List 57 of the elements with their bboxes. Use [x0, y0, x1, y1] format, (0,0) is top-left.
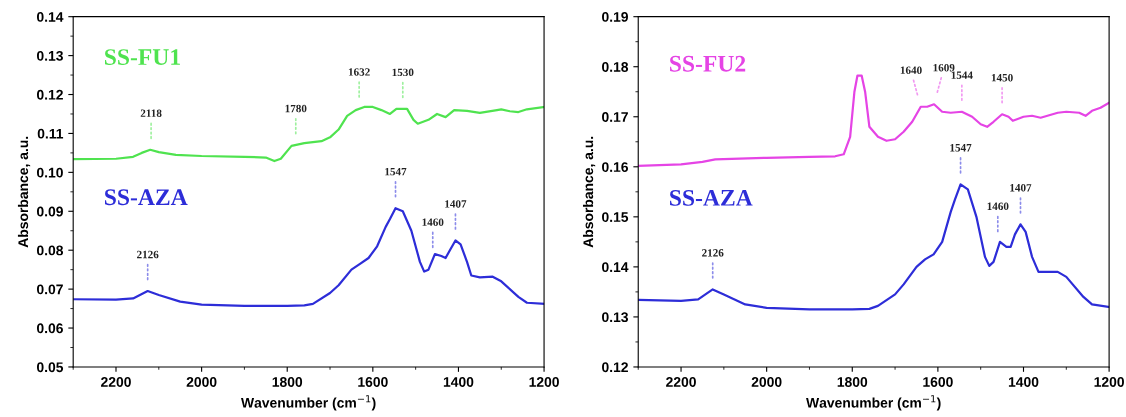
x-tick-label: 2200 — [666, 377, 696, 387]
x-tick-label: 1400 — [1008, 377, 1039, 387]
annotation: 1530 — [392, 68, 414, 77]
y-tick-label: 0.09 — [36, 206, 63, 217]
annotation: 1460 — [987, 202, 1009, 211]
x-tick-label: 2000 — [186, 377, 217, 387]
x-tick-label: 1200 — [1094, 377, 1124, 387]
x-axis-title: Wavenumber (cm$^{−1}$) — [241, 395, 376, 411]
annotation: 2118 — [140, 109, 162, 117]
y-tick-label: 0.19 — [602, 12, 628, 22]
x-tick-label: 2200 — [101, 377, 131, 387]
line-series — [73, 105, 545, 163]
x-tick-label: 1400 — [443, 377, 474, 387]
y-tick-label: 0.18 — [602, 62, 629, 72]
text: SS-AZA — [670, 189, 753, 206]
text: SS-FU1 — [105, 49, 180, 66]
y-axis-title: Absorbance, a.u. — [17, 136, 31, 248]
annotation: 1450 — [991, 73, 1013, 82]
annotation: 1407 — [1010, 184, 1032, 192]
y-tick-label: 0.14 — [602, 262, 629, 273]
y-tick-label: 0.17 — [602, 112, 628, 122]
x-tick-label: 1600 — [923, 377, 953, 387]
annotation: 1632 — [348, 68, 370, 76]
line-series — [73, 207, 545, 307]
text: SS-AZA — [105, 189, 188, 206]
y-tick-label: 0.10 — [36, 167, 63, 178]
annotation: 1460 — [422, 218, 444, 226]
x-tick-label: 1600 — [358, 377, 388, 387]
x-tick-label: 1800 — [837, 377, 868, 387]
annotation: 1407 — [445, 200, 467, 208]
annotation: 2126 — [702, 249, 724, 257]
annotation: 1609 — [933, 63, 955, 72]
y-tick-label: 0.13 — [36, 50, 63, 61]
y-tick-label: 0.16 — [602, 162, 629, 172]
x-tick-label: 2000 — [751, 377, 782, 387]
y-tick-label: 0.11 — [37, 128, 64, 139]
annotation: 1547 — [950, 144, 972, 152]
text: SS-FU2 — [670, 55, 746, 72]
y-tick-label: 0.14 — [36, 12, 64, 22]
annotation: 1544 — [951, 71, 973, 79]
x-tick-label: 1800 — [272, 377, 303, 387]
annotation: 1640 — [900, 66, 922, 74]
y-tick-label: 0.08 — [36, 245, 64, 256]
y-tick-label: 0.13 — [602, 312, 629, 323]
y-tick-label: 0.05 — [36, 362, 64, 373]
y-tick-label: 0.07 — [36, 284, 63, 295]
y-tick-label: 0.06 — [36, 323, 63, 334]
x-tick-label: 1200 — [529, 377, 559, 387]
line-series — [638, 183, 1110, 311]
x-axis-title: Wavenumber (cm$^{−1}$) — [806, 395, 941, 411]
y-tick-label: 0.15 — [602, 212, 629, 223]
y-axis-title: Absorbance, a.u. — [582, 136, 596, 248]
annotation: 1547 — [385, 167, 407, 176]
annotation: 1780 — [285, 104, 307, 113]
annotation: 2126 — [137, 250, 159, 259]
y-tick-label: 0.12 — [36, 89, 63, 100]
y-tick-label: 0.12 — [602, 362, 628, 373]
